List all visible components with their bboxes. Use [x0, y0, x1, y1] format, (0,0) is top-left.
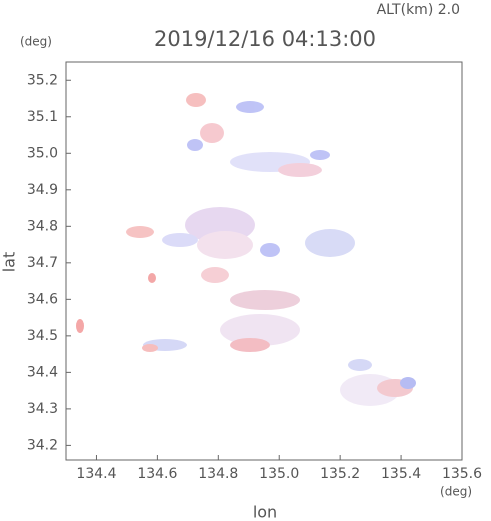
y-tick-label: 35.2 [27, 72, 58, 88]
x-tick-label: 134.6 [137, 466, 177, 482]
y-tick-label: 34.5 [27, 328, 58, 344]
x-tick-label: 134.8 [198, 466, 238, 482]
y-tick-label: 34.3 [27, 401, 58, 417]
x-tick-label: 135.0 [259, 466, 299, 482]
chart-title: 2019/12/16 04:13:00 [154, 27, 376, 51]
y-tick-label: 34.6 [27, 291, 58, 307]
y-unit: (deg) [20, 35, 52, 49]
x-unit: (deg) [440, 485, 472, 499]
altitude-label: ALT(km) 2.0 [377, 2, 460, 18]
echo-field [76, 93, 416, 406]
x-axis-label: lon [253, 503, 277, 521]
x-tick-label: 135.4 [381, 466, 421, 482]
y-axis-label: lat [0, 252, 19, 273]
y-tick-label: 35.1 [27, 109, 58, 125]
y-tick-label: 34.8 [27, 218, 58, 234]
y-tick-label: 34.4 [27, 364, 58, 380]
y-tick-label: 34.2 [27, 437, 58, 453]
y-tick-label: 34.9 [27, 182, 58, 198]
x-tick-label: 134.4 [76, 466, 116, 482]
plot-frame [65, 61, 463, 461]
y-tick-label: 34.7 [27, 255, 58, 271]
x-tick-label: 135.2 [320, 466, 360, 482]
y-tick-label: 35.0 [27, 145, 58, 161]
x-tick-label: 135.6 [442, 466, 482, 482]
